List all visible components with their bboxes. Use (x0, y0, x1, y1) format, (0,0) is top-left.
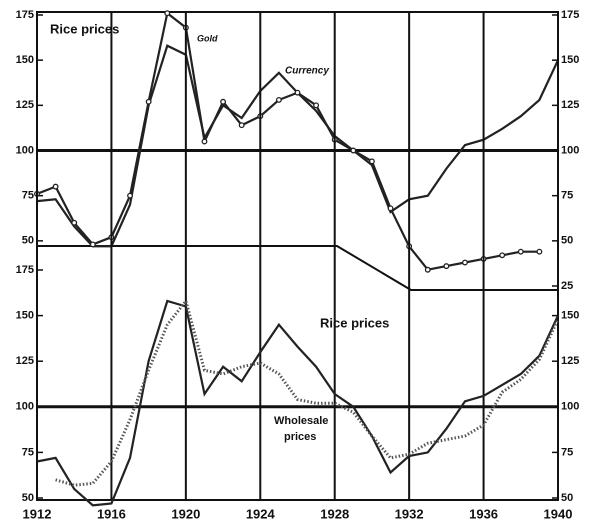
x-tick-label: 1936 (469, 506, 498, 521)
y2-tick-label: 100 (561, 144, 579, 156)
series-point (71, 219, 78, 226)
series-line (36, 299, 559, 507)
series-point (294, 89, 301, 96)
y-tick-label: 175 (16, 264, 34, 276)
series-point (499, 252, 506, 259)
x-tick-label: 1932 (395, 506, 424, 521)
panel-divider (37, 245, 558, 291)
y-tick-label: 75 (22, 446, 34, 458)
y2-tick-label: 125 (561, 355, 579, 367)
annotation: Rice prices (50, 21, 119, 36)
y2-tick-label: 50 (561, 235, 573, 247)
y2-tick-label: 100 (561, 401, 579, 413)
series-point (164, 10, 171, 17)
annotation: Rice prices (320, 315, 389, 330)
y2-tick-label: 75 (561, 190, 573, 202)
series-point (368, 158, 375, 165)
series-point (462, 259, 468, 266)
y-tick-label: 150 (16, 54, 34, 66)
y-tick-label: 100 (16, 144, 34, 156)
series-point (424, 266, 431, 273)
x-tick-label: 1940 (544, 506, 573, 521)
annotation: Gold (197, 33, 218, 43)
y-tick-label: 75 (22, 190, 34, 202)
series-point (536, 248, 543, 255)
y-tick-label: 100 (16, 401, 34, 413)
y-tick-label: 150 (16, 310, 34, 322)
y-tick-label: 175 (16, 9, 34, 21)
series-point (201, 138, 208, 145)
series-point (275, 96, 282, 103)
series-point (313, 102, 320, 109)
annotation: Wholesale (274, 415, 328, 427)
series-point (127, 192, 133, 199)
series-line (36, 11, 540, 271)
annotation: prices (284, 431, 316, 443)
series-line (55, 297, 560, 487)
series-point (238, 122, 245, 129)
series-point (387, 205, 394, 212)
x-tick-label: 1920 (171, 506, 200, 521)
series-point (89, 241, 96, 248)
y2-tick-label: 150 (561, 54, 579, 66)
series-point (443, 263, 450, 270)
y-tick-label: 125 (16, 99, 34, 111)
x-tick-label: 1916 (97, 506, 126, 521)
y-tick-label: 50 (22, 235, 34, 247)
y2-tick-label: 125 (561, 99, 579, 111)
x-tick-label: 1924 (246, 506, 276, 521)
y2-tick-label: 175 (561, 9, 579, 21)
y-tick-label: 125 (16, 355, 34, 367)
series-point (517, 248, 524, 255)
y-tick-label: 50 (22, 492, 34, 504)
y2-tick-label: 150 (561, 310, 579, 322)
annotation: Currency (285, 66, 329, 77)
series-point (145, 98, 152, 105)
x-tick-label: 1928 (320, 506, 349, 521)
y2-tick-label: 25 (561, 280, 573, 292)
x-tick-label: 1912 (23, 506, 52, 521)
series-point (350, 147, 357, 154)
y2-tick-label: 75 (561, 446, 573, 458)
y2-tick-label: 50 (561, 492, 573, 504)
series-point (220, 98, 227, 105)
series-point (52, 183, 59, 190)
